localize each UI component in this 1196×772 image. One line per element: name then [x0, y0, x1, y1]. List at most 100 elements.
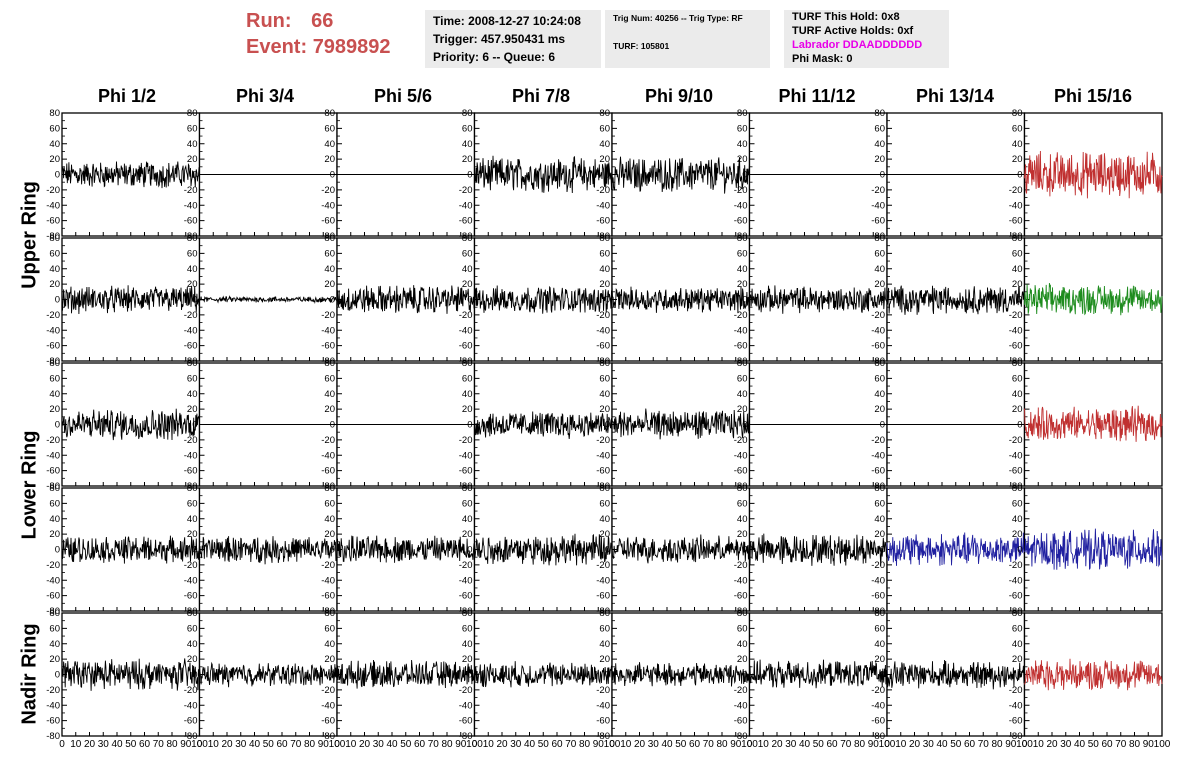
y-tick-label: -80 — [1009, 481, 1023, 492]
y-tick-label: 0 — [467, 670, 472, 681]
y-tick-label: -40 — [734, 700, 748, 711]
y-tick-label: 40 — [187, 264, 198, 275]
y-tick-label: -40 — [46, 575, 60, 586]
y-tick-label: -60 — [734, 716, 748, 727]
y-tick-label: -80 — [184, 231, 198, 242]
y-tick-label: -80 — [184, 731, 198, 742]
y-tick-label: -20 — [459, 685, 473, 696]
col-title-6: Phi 11/12 — [778, 86, 856, 106]
trigger-text: Trigger: 457.950431 ms — [433, 32, 566, 46]
y-tick-label: 20 — [737, 654, 748, 665]
y-tick-label: -40 — [871, 450, 885, 461]
y-tick-label: -60 — [734, 216, 748, 227]
panel-r2-c5: -80 -60 -40 -20 0 20 40 60 80 — [596, 233, 751, 367]
y-tick-label: 40 — [324, 389, 335, 400]
y-tick-label: 40 — [49, 264, 60, 275]
trig-info-box: Trig Num: 40256 -- Trig Type: RF TURF: 1… — [605, 10, 770, 68]
x-tick-label: 80 — [441, 739, 453, 750]
x-tick-label: 10 — [895, 739, 907, 750]
y-tick-label: 80 — [737, 483, 748, 494]
y-tick-label: -40 — [46, 450, 60, 461]
y-tick-label: -40 — [46, 700, 60, 711]
y-tick-label: 40 — [599, 514, 610, 525]
y-tick-label: -20 — [184, 685, 198, 696]
y-tick-label: 60 — [599, 248, 610, 259]
y-tick-label: -40 — [46, 325, 60, 336]
y-tick-label: -40 — [871, 700, 885, 711]
y-tick-label: 80 — [324, 358, 335, 369]
x-tick-label: 100 — [329, 739, 346, 750]
x-tick-label: 20 — [634, 739, 646, 750]
y-tick-label: 20 — [324, 654, 335, 665]
waveform-trace — [749, 285, 888, 314]
y-tick-label: 60 — [599, 623, 610, 634]
y-tick-label: -60 — [184, 591, 198, 602]
y-tick-label: 40 — [324, 514, 335, 525]
y-tick-label: 20 — [324, 529, 335, 540]
y-tick-label: -60 — [1009, 466, 1023, 477]
y-tick-label: 60 — [599, 498, 610, 509]
y-tick-label: 80 — [462, 608, 473, 619]
y-tick-label: 40 — [187, 139, 198, 150]
y-tick-label: 20 — [187, 529, 198, 540]
y-tick-label: 60 — [737, 498, 748, 509]
waveform-trace — [749, 659, 888, 689]
panel-r4-c3: -80 -60 -40 -20 0 20 40 60 80 — [321, 483, 476, 617]
y-tick-label: -80 — [871, 481, 885, 492]
y-tick-label: -60 — [184, 716, 198, 727]
x-tick-label: 100 — [604, 739, 621, 750]
waveform-trace — [886, 532, 1025, 566]
y-tick-label: -80 — [1009, 606, 1023, 617]
y-tick-label: -80 — [734, 356, 748, 367]
y-tick-label: -60 — [596, 591, 610, 602]
y-tick-label: -20 — [459, 435, 473, 446]
y-tick-label: 20 — [599, 154, 610, 165]
y-tick-label: 60 — [462, 623, 473, 634]
y-tick-label: 80 — [324, 233, 335, 244]
y-tick-label: 40 — [187, 389, 198, 400]
waveform-trace — [336, 285, 475, 314]
panel-r1-c2: -80 -60 -40 -20 0 20 40 60 80 — [184, 108, 338, 242]
y-tick-label: 40 — [599, 389, 610, 400]
y-tick-label: -40 — [734, 325, 748, 336]
y-tick-label: 80 — [737, 108, 748, 119]
y-tick-label: 80 — [187, 233, 198, 244]
y-tick-label: -60 — [1009, 716, 1023, 727]
y-tick-label: 80 — [462, 233, 473, 244]
y-tick-label: -60 — [321, 591, 335, 602]
y-tick-label: -40 — [459, 575, 473, 586]
x-tick-label: 40 — [249, 739, 261, 750]
x-tick-label: 30 — [373, 739, 385, 750]
y-tick-label: 20 — [1012, 154, 1023, 165]
y-tick-label: 40 — [462, 639, 473, 650]
x-tick-label: 40 — [661, 739, 673, 750]
time-info-box: Time: 2008-12-27 10:24:08 Trigger: 457.9… — [425, 10, 601, 68]
x-tick-label: 20 — [496, 739, 508, 750]
y-tick-label: 40 — [599, 139, 610, 150]
panel-r2-c3: -80 -60 -40 -20 0 20 40 60 80 — [321, 233, 476, 367]
y-tick-label: -80 — [459, 481, 473, 492]
y-tick-label: -80 — [871, 356, 885, 367]
x-tick-label: 90 — [593, 739, 605, 750]
y-tick-label: 80 — [874, 108, 885, 119]
col-title-5: Phi 9/10 — [644, 86, 714, 106]
panel-r2-c6: -80 -60 -40 -20 0 20 40 60 80 — [734, 233, 888, 367]
x-tick-label: 30 — [648, 739, 660, 750]
y-tick-label: 40 — [874, 514, 885, 525]
x-tick-label: 70 — [290, 739, 302, 750]
waveform-trace — [199, 536, 338, 565]
y-tick-label: 0 — [742, 545, 747, 556]
y-tick-label: 80 — [737, 358, 748, 369]
y-tick-label: -80 — [1009, 231, 1023, 242]
y-tick-label: 80 — [462, 483, 473, 494]
y-tick-label: -20 — [46, 685, 60, 696]
x-tick-label: 20 — [221, 739, 233, 750]
y-tick-label: 20 — [1012, 279, 1023, 290]
y-tick-label: -60 — [871, 341, 885, 352]
y-tick-label: 60 — [462, 248, 473, 259]
y-tick-label: 80 — [1012, 483, 1023, 494]
waveform-trace — [474, 155, 613, 194]
y-tick-label: -80 — [734, 606, 748, 617]
